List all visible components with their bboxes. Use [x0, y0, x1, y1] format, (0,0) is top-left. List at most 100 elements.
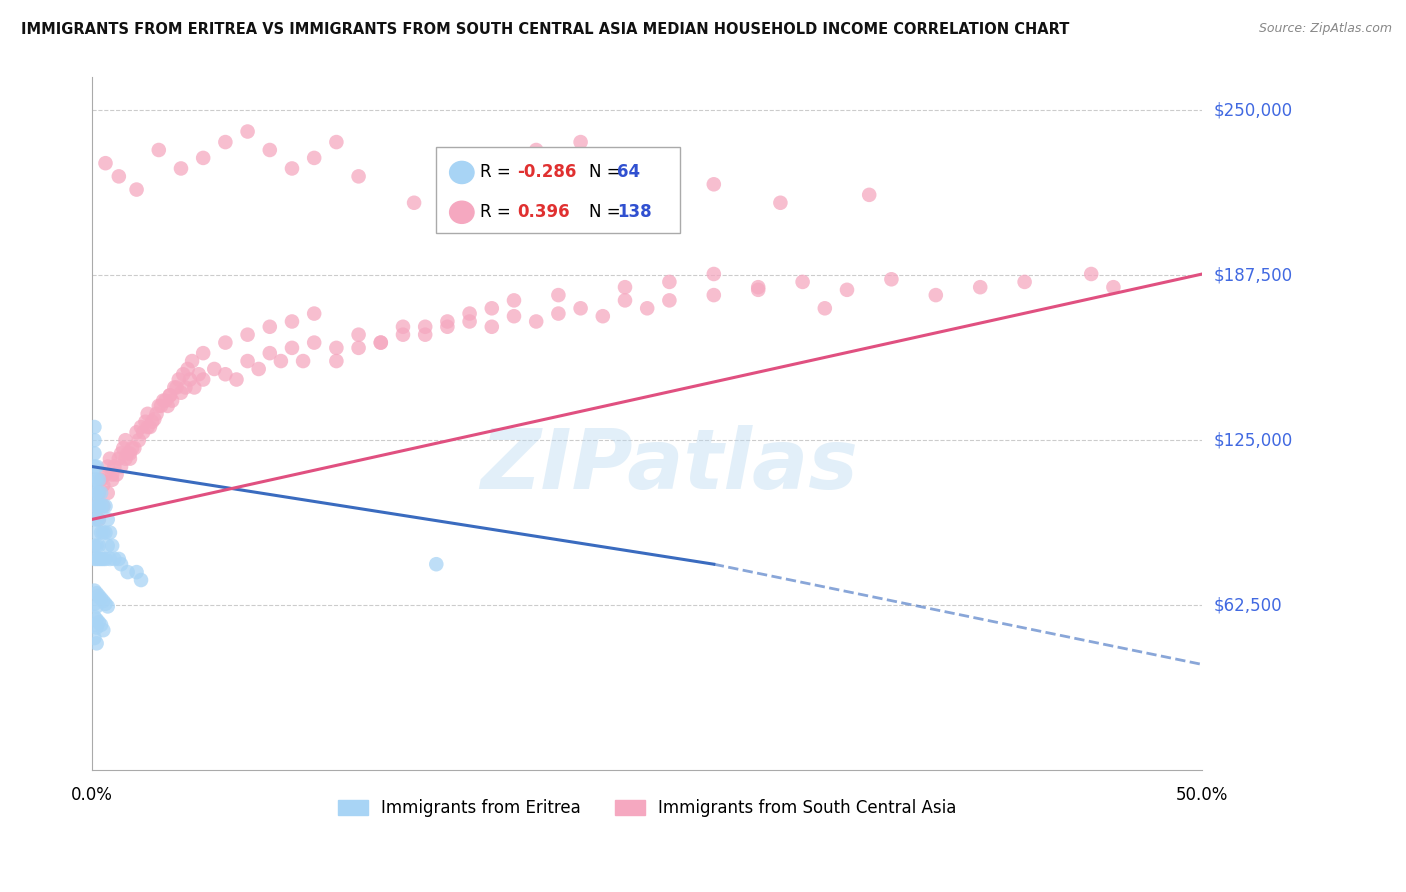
Point: [103, 552, 125, 566]
FancyBboxPatch shape: [436, 146, 681, 234]
Point: [86, 586, 108, 600]
Point: [325, 341, 347, 355]
Point: [636, 301, 658, 316]
Point: [121, 441, 143, 455]
Point: [160, 393, 183, 408]
Point: [214, 135, 236, 149]
Text: $250,000: $250,000: [1213, 102, 1292, 120]
Point: [624, 161, 647, 176]
Point: [83, 539, 105, 553]
Point: [97, 512, 120, 526]
Point: [83, 631, 105, 645]
Point: [503, 293, 526, 308]
Point: [94, 499, 117, 513]
Point: [86, 525, 108, 540]
Point: [87, 539, 110, 553]
Point: [703, 178, 725, 192]
Point: [91, 525, 114, 540]
Point: [172, 368, 194, 382]
Point: [94, 597, 117, 611]
Point: [86, 599, 108, 614]
Point: [167, 372, 190, 386]
Text: $62,500: $62,500: [1213, 596, 1282, 614]
Point: [83, 583, 105, 598]
Point: [125, 565, 148, 579]
Point: [614, 280, 637, 294]
Point: [925, 288, 948, 302]
Point: [108, 451, 131, 466]
Point: [225, 372, 247, 386]
Point: [569, 301, 592, 316]
Point: [270, 354, 292, 368]
Point: [136, 420, 159, 434]
Point: [176, 362, 198, 376]
Point: [969, 280, 991, 294]
Point: [94, 156, 117, 170]
Point: [97, 599, 120, 614]
Point: [97, 539, 120, 553]
Point: [124, 441, 146, 455]
Point: [769, 195, 792, 210]
Point: [125, 425, 148, 440]
Point: [83, 434, 105, 448]
Point: [703, 267, 725, 281]
Point: [259, 143, 281, 157]
Point: [347, 341, 370, 355]
Point: [259, 319, 281, 334]
Legend: Immigrants from Eritrea, Immigrants from South Central Asia: Immigrants from Eritrea, Immigrants from…: [332, 793, 963, 824]
Point: [236, 327, 259, 342]
Point: [183, 380, 205, 394]
Point: [150, 399, 173, 413]
Point: [83, 597, 105, 611]
Text: Source: ZipAtlas.com: Source: ZipAtlas.com: [1258, 22, 1392, 36]
Point: [139, 420, 162, 434]
Point: [87, 473, 110, 487]
Point: [392, 327, 415, 342]
Point: [117, 446, 139, 460]
Point: [118, 446, 141, 460]
Point: [98, 525, 121, 540]
Point: [83, 552, 105, 566]
Point: [110, 446, 132, 460]
Point: [236, 354, 259, 368]
Point: [83, 420, 105, 434]
Point: [91, 499, 114, 513]
Point: [193, 372, 215, 386]
Point: [413, 319, 436, 334]
Point: [83, 486, 105, 500]
Point: [236, 124, 259, 138]
Point: [83, 512, 105, 526]
Point: [91, 552, 114, 566]
Point: [880, 272, 903, 286]
Point: [614, 293, 637, 308]
Point: [163, 380, 186, 394]
Point: [658, 293, 681, 308]
Point: [90, 552, 112, 566]
Point: [547, 288, 569, 302]
Point: [425, 558, 447, 572]
Point: [247, 362, 270, 376]
Text: $125,000: $125,000: [1213, 431, 1292, 450]
Point: [592, 309, 614, 323]
Point: [112, 441, 135, 455]
Point: [86, 499, 108, 513]
Point: [436, 319, 458, 334]
Point: [83, 499, 105, 513]
Point: [90, 499, 112, 513]
Point: [347, 327, 370, 342]
Point: [214, 368, 236, 382]
Point: [148, 399, 170, 413]
Point: [292, 354, 315, 368]
Point: [132, 425, 155, 440]
Point: [91, 594, 114, 608]
Point: [86, 512, 108, 526]
Point: [569, 135, 592, 149]
Point: [214, 335, 236, 350]
Point: [281, 161, 304, 176]
Point: [835, 283, 858, 297]
Point: [281, 341, 304, 355]
Point: [281, 314, 304, 328]
Point: [302, 151, 325, 165]
Point: [110, 459, 132, 474]
Point: [86, 539, 108, 553]
